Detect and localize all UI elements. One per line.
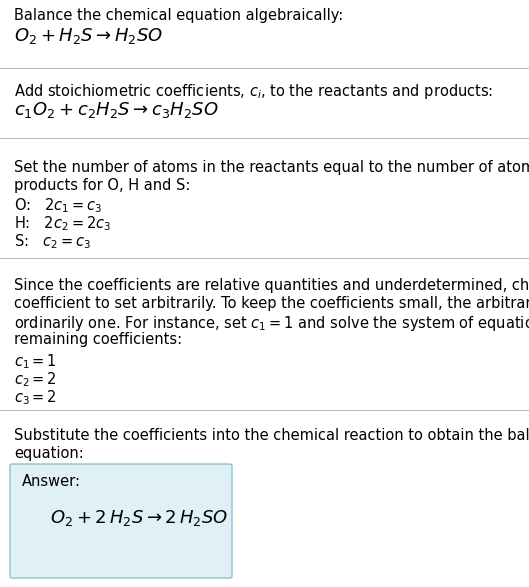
Text: $c_1 O_2 + c_2 H_2S \rightarrow c_3 H_2SO$: $c_1 O_2 + c_2 H_2S \rightarrow c_3 H_2S… (14, 100, 218, 120)
Text: $c_1 = 1$: $c_1 = 1$ (14, 352, 57, 371)
Text: Substitute the coefficients into the chemical reaction to obtain the balanced: Substitute the coefficients into the che… (14, 428, 529, 443)
Text: $O_2 + 2\, H_2S \rightarrow 2\, H_2SO$: $O_2 + 2\, H_2S \rightarrow 2\, H_2SO$ (50, 508, 228, 528)
FancyBboxPatch shape (10, 464, 232, 578)
Text: Add stoichiometric coefficients, $c_i$, to the reactants and products:: Add stoichiometric coefficients, $c_i$, … (14, 82, 493, 101)
Text: products for O, H and S:: products for O, H and S: (14, 178, 190, 193)
Text: O:   $2 c_1 = c_3$: O: $2 c_1 = c_3$ (14, 196, 102, 215)
Text: $c_2 = 2$: $c_2 = 2$ (14, 370, 57, 389)
Text: coefficient to set arbitrarily. To keep the coefficients small, the arbitrary va: coefficient to set arbitrarily. To keep … (14, 296, 529, 311)
Text: Balance the chemical equation algebraically:: Balance the chemical equation algebraica… (14, 8, 343, 23)
Text: $O_2 + H_2S \rightarrow H_2SO$: $O_2 + H_2S \rightarrow H_2SO$ (14, 26, 163, 46)
Text: H:   $2 c_2 = 2 c_3$: H: $2 c_2 = 2 c_3$ (14, 214, 111, 232)
Text: ordinarily one. For instance, set $c_1 = 1$ and solve the system of equations fo: ordinarily one. For instance, set $c_1 =… (14, 314, 529, 333)
Text: remaining coefficients:: remaining coefficients: (14, 332, 182, 347)
Text: $c_3 = 2$: $c_3 = 2$ (14, 388, 57, 407)
Text: Since the coefficients are relative quantities and underdetermined, choose a: Since the coefficients are relative quan… (14, 278, 529, 293)
Text: equation:: equation: (14, 446, 84, 461)
Text: Answer:: Answer: (22, 474, 81, 489)
Text: Set the number of atoms in the reactants equal to the number of atoms in the: Set the number of atoms in the reactants… (14, 160, 529, 175)
Text: S:   $c_2 = c_3$: S: $c_2 = c_3$ (14, 232, 91, 251)
